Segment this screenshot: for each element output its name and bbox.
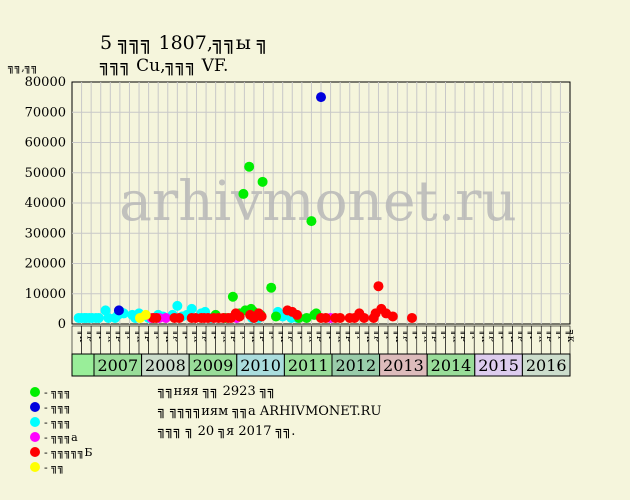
legend-label: - ╗╗╗ bbox=[44, 416, 72, 429]
data-point bbox=[113, 305, 124, 316]
y-tick-label: 70000 bbox=[25, 105, 66, 120]
data-point bbox=[234, 311, 245, 322]
chart-title-line-1: 5 ╗╗╗ 1807,╗╗ы ╗ bbox=[100, 32, 269, 54]
note-line: ╗╗╗ ╗ 20 ╗я 2017 ╗╗. bbox=[158, 424, 296, 439]
year-label: 2015 bbox=[478, 356, 519, 375]
legend-label: - ╗╗ bbox=[44, 461, 65, 474]
data-point bbox=[373, 281, 384, 292]
legend-swatch-icon bbox=[30, 462, 40, 472]
data-point bbox=[227, 291, 238, 302]
data-point bbox=[172, 300, 183, 311]
legend-item: - ╗╗ bbox=[30, 461, 64, 474]
y-tick-label: 40000 bbox=[25, 196, 66, 211]
data-point bbox=[238, 188, 249, 199]
year-label: 2009 bbox=[193, 356, 234, 375]
data-point bbox=[320, 312, 331, 323]
legend-item: - ╗╗╗╗╗Б bbox=[30, 446, 92, 459]
y-axis-unit: ╗╗,╗╗ bbox=[8, 61, 38, 74]
legend-swatch-icon bbox=[30, 417, 40, 427]
y-tick-label: 50000 bbox=[25, 166, 66, 181]
chart-title-line-2: ╗╗╗ Cu,╗╗╗ VF. bbox=[100, 56, 229, 76]
y-tick-label: 30000 bbox=[25, 226, 66, 241]
legend-label: - ╗╗╗ bbox=[44, 386, 72, 399]
data-point bbox=[266, 282, 277, 293]
legend-label: - ╗╗╗а bbox=[44, 431, 78, 444]
note-line: ╗╗няя ╗╗ 2923 ╗╗ bbox=[158, 384, 276, 399]
data-point bbox=[270, 311, 281, 322]
legend-swatch-icon bbox=[30, 447, 40, 457]
data-point bbox=[257, 176, 268, 187]
data-point bbox=[406, 312, 417, 323]
data-point bbox=[306, 216, 317, 227]
data-point bbox=[93, 312, 104, 323]
year-label: 2014 bbox=[431, 356, 472, 375]
year-label: 2010 bbox=[240, 356, 281, 375]
legend-item: - ╗╗╗ bbox=[30, 386, 71, 399]
year-label: 2008 bbox=[145, 356, 186, 375]
data-point bbox=[151, 312, 162, 323]
y-tick-label: 80000 bbox=[25, 75, 66, 90]
legend-item: - ╗╗╗ bbox=[30, 416, 71, 429]
data-point bbox=[140, 309, 151, 320]
data-point bbox=[335, 312, 346, 323]
legend-label: - ╗╗╗╗╗Б bbox=[44, 446, 93, 459]
data-point bbox=[359, 312, 370, 323]
year-label: 2012 bbox=[335, 356, 376, 375]
legend-swatch-icon bbox=[30, 387, 40, 397]
legend-swatch-icon bbox=[30, 402, 40, 412]
year-label: 2016 bbox=[526, 356, 567, 375]
year-label: 2011 bbox=[288, 356, 329, 375]
data-point bbox=[160, 312, 171, 323]
y-tick-label: 20000 bbox=[25, 257, 66, 272]
data-point bbox=[292, 309, 303, 320]
data-point bbox=[316, 92, 326, 103]
year-label: 2013 bbox=[383, 356, 424, 375]
data-point bbox=[186, 303, 197, 314]
watermark: arhivmonet.ru bbox=[119, 169, 517, 233]
legend-label: - ╗╗╗ bbox=[44, 401, 72, 414]
year-label: 2007 bbox=[97, 356, 138, 375]
data-point bbox=[301, 312, 312, 323]
quarter-label: ╗к bbox=[565, 330, 576, 343]
year-cell bbox=[71, 353, 95, 377]
y-tick-label: 0 bbox=[58, 317, 66, 332]
data-point bbox=[387, 311, 398, 322]
data-point bbox=[100, 305, 111, 316]
note-line: ╗ ╗╗╗╗иям ╗╗а ARHIVMONET.RU bbox=[158, 404, 382, 419]
data-point bbox=[174, 312, 185, 323]
legend-item: - ╗╗╗ bbox=[30, 401, 71, 414]
y-tick-label: 60000 bbox=[25, 136, 66, 151]
y-tick-label: 10000 bbox=[25, 287, 66, 302]
data-point bbox=[244, 161, 255, 172]
legend-item: - ╗╗╗а bbox=[30, 431, 78, 444]
year-cell bbox=[521, 353, 571, 377]
scatter-chart: arhivmonet.ru 0 10000 20000 30000 40000 50000… bbox=[25, 75, 576, 377]
legend-swatch-icon bbox=[30, 432, 40, 442]
data-point bbox=[253, 308, 264, 319]
